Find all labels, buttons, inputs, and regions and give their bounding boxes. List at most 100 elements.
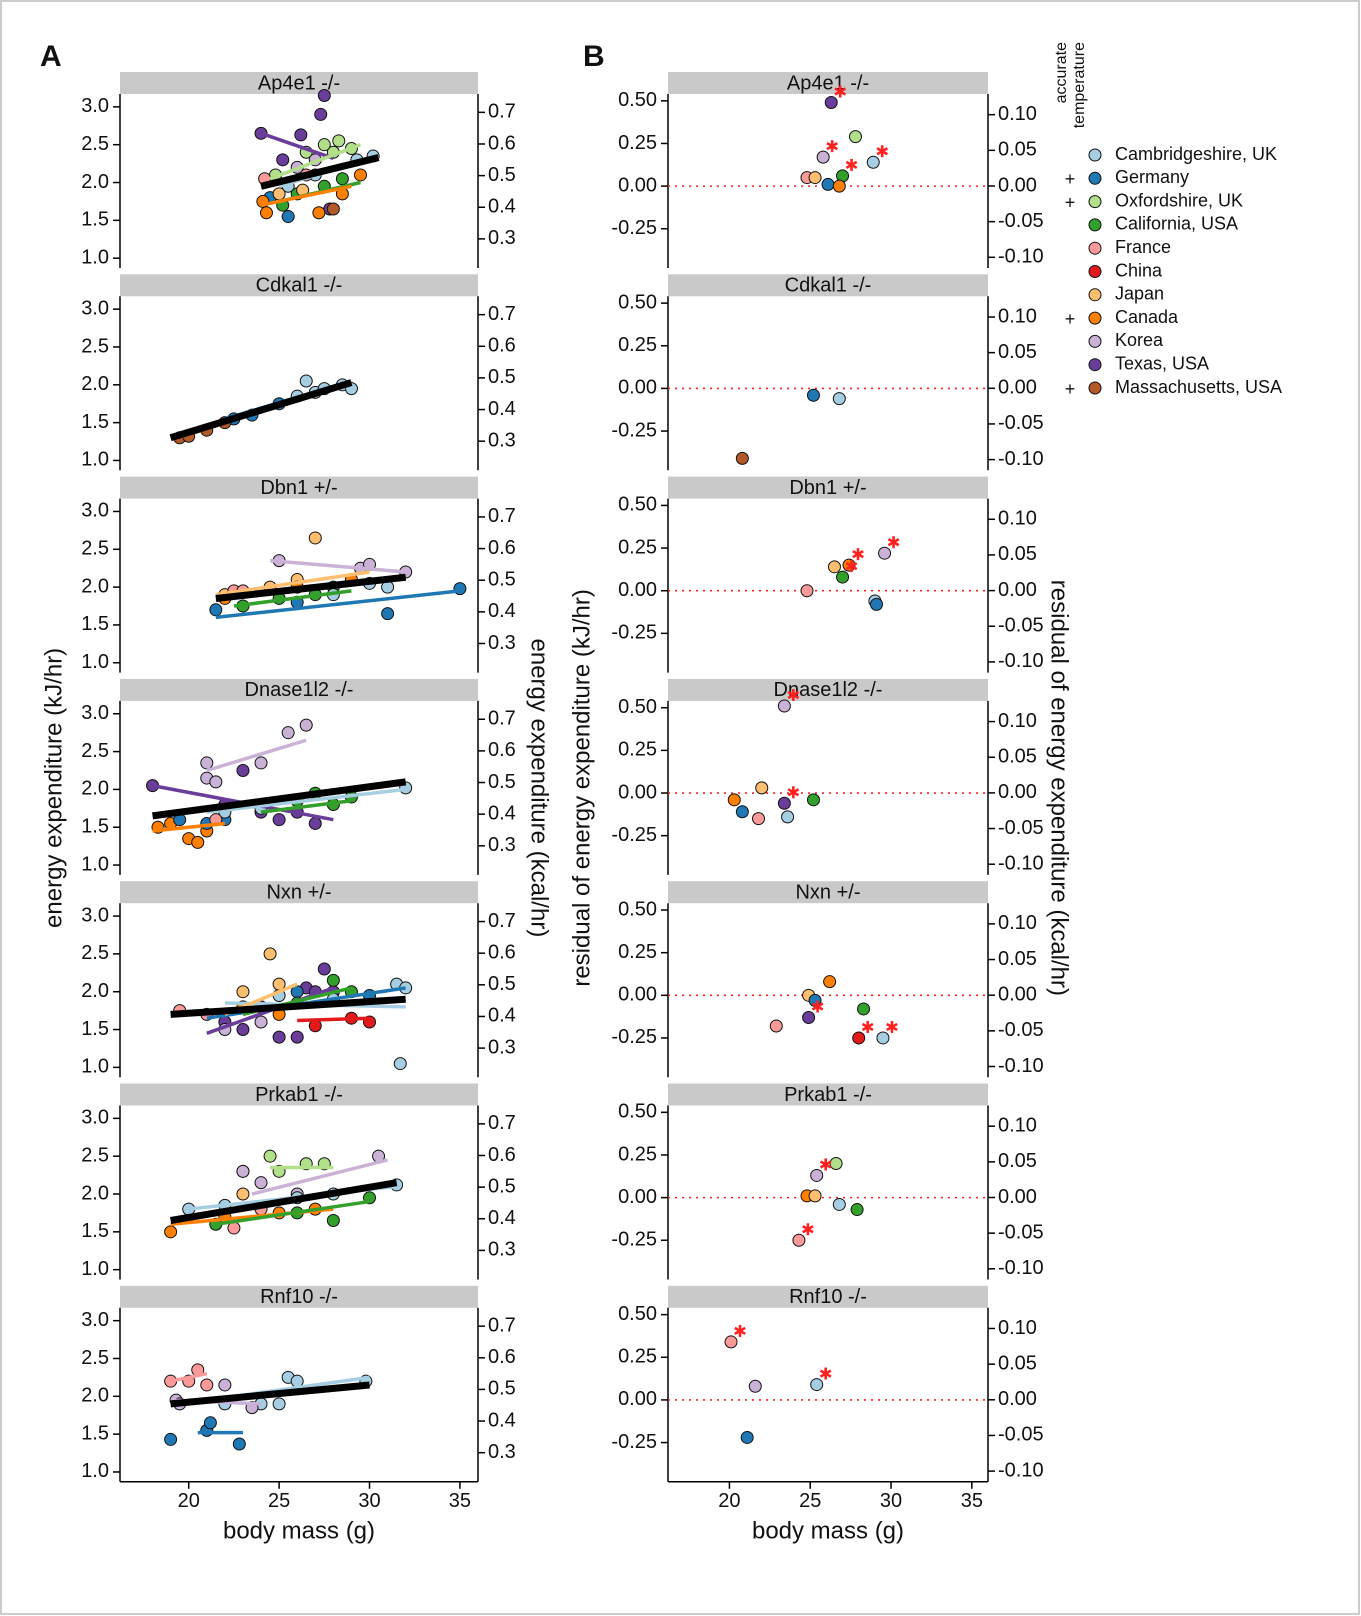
point bbox=[810, 1168, 824, 1182]
y-tick-label: -0.25 bbox=[611, 419, 657, 441]
site-fit-line bbox=[215, 589, 461, 620]
significance-star bbox=[787, 786, 800, 799]
y2-tick-label: 0.00 bbox=[998, 983, 1037, 1005]
site-fit-line bbox=[260, 799, 352, 814]
y-tick-label: 1.0 bbox=[81, 449, 109, 471]
y2-tick-label: 0.10 bbox=[998, 912, 1037, 934]
legend-accurate-mark: + bbox=[1065, 169, 1076, 189]
legend-marker bbox=[1088, 265, 1102, 278]
y2-tick-label: 0.10 bbox=[998, 1114, 1037, 1136]
legend-marker bbox=[1088, 218, 1102, 232]
y2-tick-label: -0.05 bbox=[998, 1019, 1044, 1041]
significance-star bbox=[734, 1324, 746, 1337]
y-tick-label: 0.50 bbox=[618, 898, 657, 920]
facet-title: Rnf10 -/- bbox=[789, 1286, 867, 1308]
significance-star bbox=[811, 1000, 824, 1013]
y-axis-title: energy expenditure (kJ/hr) bbox=[40, 648, 67, 928]
y2-tick-label: 0.05 bbox=[998, 948, 1037, 970]
x-axis-title: body mass (g) bbox=[752, 1517, 904, 1544]
site-fit-line bbox=[297, 1016, 370, 1023]
star-stroke bbox=[861, 1022, 874, 1032]
y-tick-label: 1.5 bbox=[81, 613, 109, 635]
legend-marker bbox=[1088, 381, 1102, 395]
point bbox=[878, 546, 892, 560]
y2-tick-label: -0.10 bbox=[998, 448, 1044, 470]
y2-tick-label: -0.10 bbox=[998, 1257, 1044, 1279]
point bbox=[792, 1233, 806, 1247]
point bbox=[816, 150, 830, 164]
site-fit-line bbox=[215, 570, 370, 597]
y-tick-label: 2.0 bbox=[81, 575, 109, 597]
y2-tick-label: -0.05 bbox=[998, 1221, 1044, 1243]
overall-fit-line bbox=[170, 1381, 370, 1408]
point bbox=[735, 805, 749, 819]
y-tick-label: -0.25 bbox=[611, 1229, 657, 1251]
facet-title: Ap4e1 -/- bbox=[258, 72, 340, 94]
point bbox=[218, 1378, 232, 1392]
point bbox=[724, 1335, 738, 1349]
legend-marker bbox=[1088, 288, 1102, 302]
star-stroke bbox=[852, 550, 864, 559]
y-tick-label: -0.25 bbox=[611, 824, 657, 846]
legend-label: France bbox=[1115, 237, 1171, 257]
y2-tick-label: 0.00 bbox=[998, 1388, 1037, 1410]
point bbox=[314, 107, 328, 121]
point bbox=[832, 179, 846, 193]
y2-tick-label: 0.6 bbox=[488, 1144, 516, 1166]
point bbox=[294, 128, 308, 142]
y2-tick-label: 0.05 bbox=[998, 139, 1037, 161]
y2-tick-label: -0.10 bbox=[998, 1459, 1044, 1481]
x-axis-title: body mass (g) bbox=[223, 1517, 375, 1544]
legend-title: accurate bbox=[1053, 42, 1070, 103]
significance-star bbox=[887, 536, 900, 549]
y2-tick-label: 0.7 bbox=[488, 910, 516, 932]
facet-title: Dnase1l2 -/- bbox=[245, 679, 354, 701]
point bbox=[317, 138, 331, 152]
point bbox=[209, 775, 223, 789]
overall-fit-line bbox=[169, 379, 353, 442]
y-tick-label: 1.5 bbox=[81, 1018, 109, 1040]
point bbox=[317, 962, 331, 976]
point bbox=[829, 1157, 843, 1170]
y2-tick-label: 0.6 bbox=[488, 335, 516, 357]
x-tick-label: 20 bbox=[718, 1490, 740, 1512]
x-tick-label: 25 bbox=[799, 1490, 821, 1512]
point bbox=[876, 1031, 890, 1045]
y2-tick-label: 0.05 bbox=[998, 543, 1037, 565]
y2-tick-label: 0.00 bbox=[998, 1186, 1037, 1208]
legend-label: Texas, USA bbox=[1115, 353, 1209, 373]
point bbox=[850, 1203, 864, 1217]
y-tick-label: 2.0 bbox=[81, 778, 109, 800]
legend-label: Japan bbox=[1115, 284, 1164, 304]
y2-tick-label: 0.10 bbox=[998, 710, 1037, 732]
y2-tick-label: 0.00 bbox=[998, 579, 1037, 601]
facet-strip bbox=[668, 1285, 988, 1308]
point bbox=[777, 796, 791, 810]
facet-title: Dbn1 +/- bbox=[789, 477, 866, 499]
facet-title: Cdkal1 -/- bbox=[256, 275, 343, 297]
y-tick-label: 0.25 bbox=[618, 536, 657, 558]
y2-tick-label: -0.10 bbox=[998, 1055, 1044, 1077]
y2-tick-label: 0.3 bbox=[488, 1239, 516, 1261]
y2-tick-label: 0.5 bbox=[488, 771, 516, 793]
y-tick-label: 0.50 bbox=[618, 696, 657, 718]
legend-marker bbox=[1088, 311, 1102, 325]
point bbox=[827, 560, 841, 574]
facet-strip bbox=[120, 1083, 478, 1106]
point bbox=[836, 570, 850, 584]
x-tick-label: 30 bbox=[880, 1490, 902, 1512]
y-tick-label: 1.5 bbox=[81, 1220, 109, 1242]
y2-tick-label: 0.00 bbox=[998, 377, 1037, 399]
significance-star bbox=[834, 85, 847, 98]
y2-tick-label: -0.05 bbox=[998, 1424, 1044, 1446]
x-tick-label: 25 bbox=[268, 1490, 290, 1512]
star-stroke bbox=[819, 1160, 832, 1169]
legend-accurate-mark: + bbox=[1065, 309, 1076, 329]
y2-tick-label: -0.05 bbox=[998, 615, 1044, 637]
y-tick-label: -0.25 bbox=[611, 1026, 657, 1048]
point bbox=[281, 210, 295, 224]
y2-tick-label: -0.10 bbox=[998, 852, 1044, 874]
y-tick-label: 0.00 bbox=[618, 579, 657, 601]
point bbox=[769, 1019, 783, 1033]
y-tick-label: 0.25 bbox=[618, 334, 657, 356]
